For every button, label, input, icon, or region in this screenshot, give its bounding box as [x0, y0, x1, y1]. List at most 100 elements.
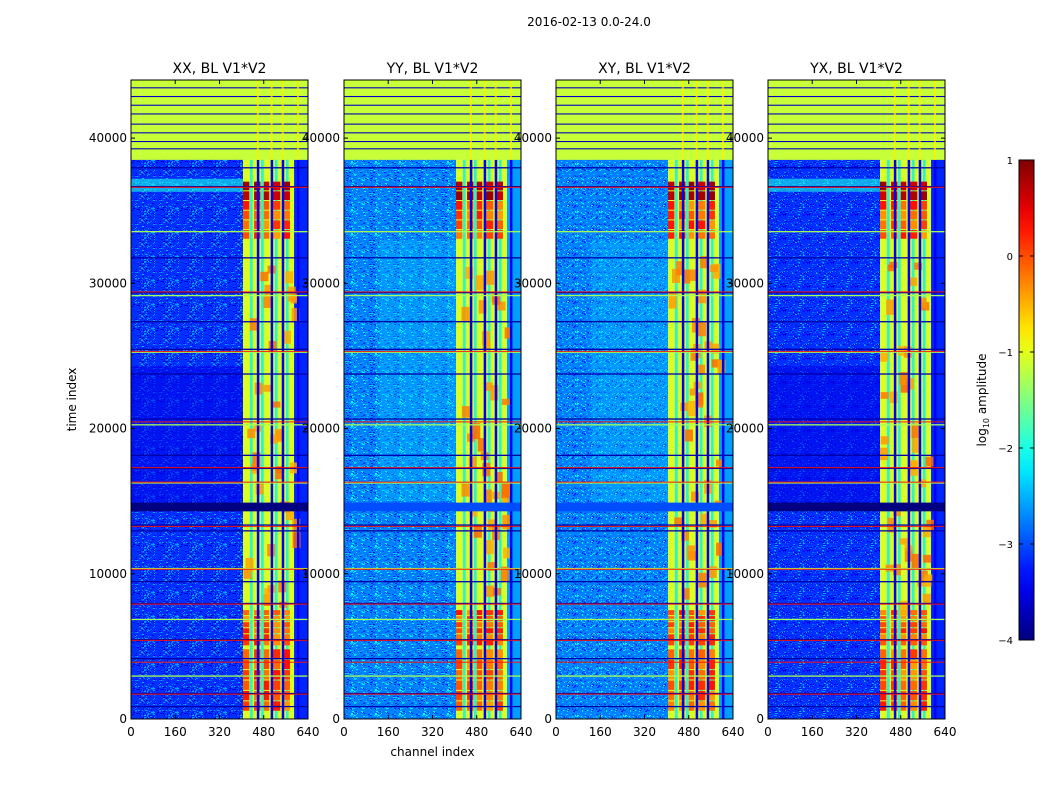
flagged-stripe	[344, 104, 521, 106]
hot-cell	[909, 220, 918, 230]
rfi-stripe	[556, 291, 733, 293]
time-stripe	[131, 602, 308, 605]
hot-cell	[909, 649, 918, 659]
hot-cell	[476, 610, 483, 616]
hot-patch	[482, 462, 491, 477]
time-stripe	[344, 567, 521, 570]
hot-patch	[245, 557, 254, 572]
rfi-stripe	[556, 421, 733, 423]
time-stripe	[768, 467, 945, 470]
hot-cell	[900, 690, 907, 701]
rfi-stripe	[344, 568, 521, 570]
channel-gap	[274, 80, 278, 719]
flagged-channel-line	[296, 80, 299, 160]
hot-cell	[495, 181, 504, 191]
hot-cell	[282, 690, 291, 701]
rfi-stripe	[131, 693, 308, 695]
hot-cell	[476, 201, 483, 210]
time-stripe	[131, 424, 308, 426]
hot-cell	[485, 201, 494, 210]
hot-cell	[909, 210, 918, 220]
rfi-stripe	[768, 421, 945, 423]
x-tick-label: 0	[552, 725, 560, 739]
hot-patch	[912, 438, 921, 453]
dropout-band	[131, 502, 308, 512]
hot-cell	[272, 628, 281, 634]
hot-cell	[476, 659, 483, 670]
edge-channels	[294, 80, 308, 719]
hot-cell	[909, 230, 918, 239]
hot-cell	[243, 659, 250, 670]
hot-patch	[478, 300, 487, 314]
hot-cell	[485, 181, 494, 191]
hot-cell	[707, 659, 716, 670]
channel-gap	[911, 80, 915, 719]
x-tick-label: 160	[589, 725, 612, 739]
time-stripe	[768, 602, 945, 605]
channel-line	[483, 80, 487, 719]
time-stripe	[344, 692, 521, 695]
colorbar-tick-label: 1	[1007, 156, 1013, 167]
time-stripe	[556, 705, 733, 708]
time-stripe	[131, 675, 308, 677]
hot-patch	[472, 423, 481, 440]
time-stripe	[556, 482, 733, 484]
rfi-stripe	[344, 467, 521, 469]
hot-patch	[490, 385, 499, 401]
hot-cell	[688, 640, 695, 646]
hot-patch	[260, 271, 269, 282]
x-tick-label: 480	[252, 725, 275, 739]
hot-cell	[668, 640, 675, 646]
time-stripe	[768, 658, 945, 660]
rfi-stripe	[556, 568, 733, 570]
hot-cell	[909, 622, 918, 628]
hot-patch	[487, 562, 496, 571]
hot-patch	[674, 517, 683, 526]
hot-patch	[292, 532, 301, 549]
x-tick-label: 480	[889, 725, 912, 739]
rfi-stripe	[768, 481, 945, 483]
hot-patch	[275, 466, 284, 480]
flagged-stripe	[131, 140, 308, 143]
hot-cell	[707, 640, 716, 646]
flagged-stripe	[344, 87, 521, 89]
hot-cell	[697, 220, 706, 230]
channel-line	[893, 80, 897, 719]
y-tick-label: 30000	[302, 276, 340, 290]
channel-gap	[498, 80, 502, 719]
y-tick-label: 40000	[89, 131, 127, 145]
hot-cell	[456, 628, 463, 634]
hot-patch	[689, 269, 698, 281]
dropout-band	[344, 502, 521, 512]
time-stripe	[768, 530, 945, 532]
hot-cell	[688, 181, 695, 191]
time-stripe	[768, 424, 945, 426]
flagged-stripe	[344, 148, 521, 150]
hot-cell	[697, 622, 706, 628]
hot-cell	[263, 670, 270, 680]
heatmap-image	[131, 80, 308, 719]
hot-cell	[919, 670, 928, 680]
time-stripe	[344, 530, 521, 532]
channel-line	[509, 80, 513, 719]
rfi-stripe	[131, 603, 308, 605]
hot-cell	[476, 670, 483, 680]
hot-patch	[696, 364, 705, 375]
y-tick-label: 20000	[726, 422, 764, 436]
hot-cell	[688, 610, 695, 616]
flagged-region	[344, 80, 521, 160]
hot-cell	[456, 230, 463, 239]
edge-channels	[931, 80, 945, 719]
flagged-stripe	[344, 113, 521, 115]
hot-cell	[476, 690, 483, 701]
hot-cell	[900, 659, 907, 670]
hot-patch	[504, 327, 513, 339]
x-tick-label: 0	[127, 725, 135, 739]
time-stripe	[131, 294, 308, 297]
rfi-stripe	[131, 661, 308, 663]
time-stripe	[768, 348, 945, 350]
rfi-stripe	[131, 481, 308, 483]
x-tick-label: 480	[465, 725, 488, 739]
rfi-stripe	[768, 661, 945, 663]
hot-cell	[909, 181, 918, 191]
